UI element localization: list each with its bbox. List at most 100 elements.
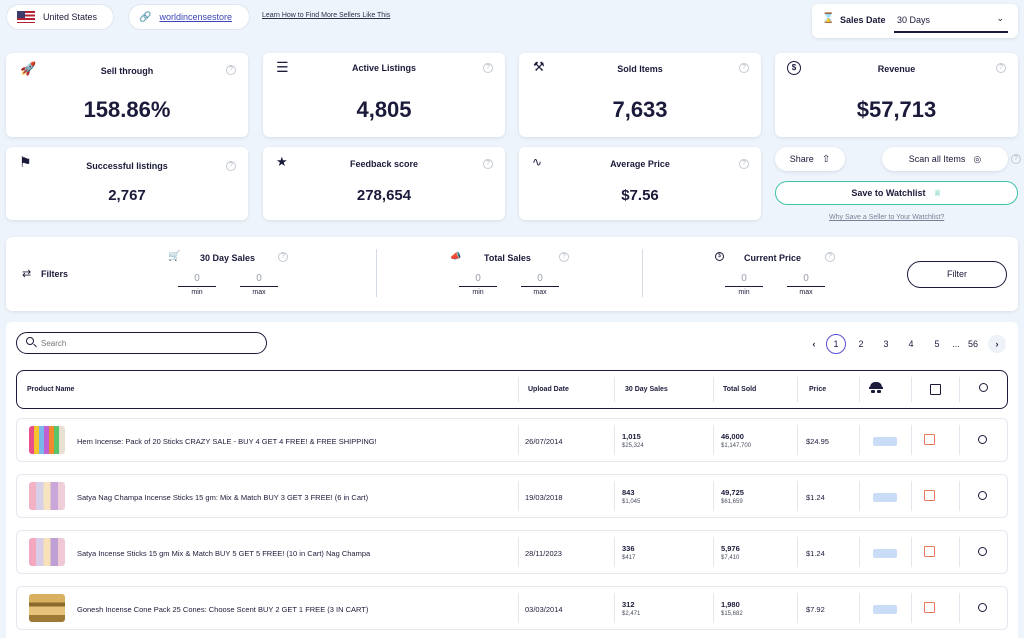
page-56-button[interactable]: 56: [967, 339, 978, 349]
thirty-day-sales: 843 $1,045: [622, 488, 641, 505]
package-icon[interactable]: [924, 490, 935, 501]
product-name[interactable]: Satya Nag Champa Incense Sticks 15 gm: M…: [77, 493, 369, 502]
successful-listings-card: ⚑ Successful listings ? 2,767: [6, 147, 248, 220]
sold-items-title: Sold Items: [617, 64, 663, 74]
price: $1.24: [806, 549, 825, 558]
thirty-day-sales: 336 $417: [622, 544, 636, 561]
competitor-bar[interactable]: [873, 605, 897, 614]
help-icon[interactable]: ?: [226, 161, 236, 171]
total-sold: 46,000 $1,147,700: [721, 432, 752, 449]
upload-date: 03/03/2014: [525, 605, 563, 614]
help-icon[interactable]: ?: [483, 159, 493, 169]
thirty-day-sales: 312 $2,471: [622, 600, 641, 617]
total-sales-max-input[interactable]: 0 max: [521, 273, 559, 296]
col-product-name[interactable]: Product Name: [27, 386, 75, 393]
country-selector[interactable]: United States: [6, 4, 114, 30]
total-sold: 1,980 $15,682: [721, 600, 743, 617]
total-sales-filter-title: Total Sales: [484, 253, 531, 263]
share-button[interactable]: Share ⇧: [775, 147, 845, 171]
active-listings-title: Active Listings: [351, 63, 416, 73]
table-row[interactable]: Satya Incense Sticks 15 gm Mix & Match B…: [16, 530, 1008, 574]
search-detail-icon[interactable]: [978, 547, 987, 556]
average-price-value: $7.56: [621, 187, 659, 204]
help-icon[interactable]: ?: [226, 65, 236, 75]
current-price-min-input[interactable]: 0 min: [725, 273, 763, 296]
page-3-button[interactable]: 3: [883, 339, 889, 349]
thirty-day-sales-max-input[interactable]: 0 max: [240, 273, 278, 296]
sell-through-value: 158.86%: [83, 97, 171, 122]
upload-date: 28/11/2023: [525, 549, 562, 558]
product-thumbnail: [29, 538, 65, 566]
package-icon[interactable]: [924, 434, 935, 445]
seller-link-pill[interactable]: 🔗 worldincensestore: [128, 4, 250, 30]
product-thumbnail: [29, 426, 65, 454]
dollar-circle-icon: $: [787, 61, 801, 75]
why-save-link[interactable]: Why Save a Seller to Your Watchlist?: [829, 214, 945, 221]
search-detail-icon[interactable]: [978, 603, 987, 612]
help-icon[interactable]: ?: [1011, 154, 1021, 164]
upload-date: 19/03/2018: [525, 493, 563, 502]
table-row[interactable]: Gonesh Incense Cone Pack 25 Cones: Choos…: [16, 586, 1008, 630]
page-5-button[interactable]: 5: [934, 339, 940, 349]
share-button-label: Share: [789, 154, 814, 164]
search-detail-icon[interactable]: [978, 491, 987, 500]
scan-all-items-button[interactable]: Scan all Items ◎: [882, 147, 1008, 171]
help-icon[interactable]: ?: [739, 159, 749, 169]
col-30-day-sales[interactable]: 30 Day Sales: [625, 386, 668, 393]
competitor-bar[interactable]: [873, 437, 897, 446]
table-row[interactable]: Hem Incense: Pack of 20 Sticks CRAZY SAL…: [16, 418, 1008, 462]
filter-button[interactable]: Filter: [907, 261, 1007, 288]
gavel-icon: ⚒: [533, 59, 545, 74]
package-icon[interactable]: [924, 546, 935, 557]
seller-name-link[interactable]: worldincensestore: [159, 12, 232, 22]
sold-items-card: ⚒ Sold Items ? 7,633: [519, 53, 761, 137]
package-icon[interactable]: [924, 602, 935, 613]
save-to-watchlist-button[interactable]: Save to Watchlist ♕: [775, 181, 1018, 205]
product-name[interactable]: Satya Incense Sticks 15 gm Mix & Match B…: [77, 549, 371, 558]
help-icon[interactable]: ?: [739, 63, 749, 73]
prev-page-icon[interactable]: ‹: [812, 339, 816, 349]
next-page-icon[interactable]: ›: [988, 335, 1006, 353]
page-1-button[interactable]: 1: [826, 334, 846, 354]
competitor-bar[interactable]: [873, 493, 897, 502]
current-price-filter-title: Current Price: [744, 253, 802, 263]
search-input[interactable]: [41, 336, 256, 350]
col-price[interactable]: Price: [809, 386, 827, 393]
us-flag-icon: [17, 11, 35, 23]
hourglass-icon: ⌛: [822, 13, 835, 24]
price: $24.95: [806, 437, 829, 446]
col-upload-date[interactable]: Upload Date: [528, 386, 569, 393]
thirty-day-sales: 1,015 $25,324: [622, 432, 644, 449]
average-price-card: ∿ Average Price ? $7.56: [519, 147, 761, 220]
sales-date-value[interactable]: 30 Days: [897, 15, 931, 25]
help-icon[interactable]: ?: [278, 252, 288, 262]
page-2-button[interactable]: 2: [858, 339, 864, 349]
search-detail-icon[interactable]: [978, 435, 987, 444]
learn-more-link[interactable]: Learn How to Find More Sellers Like This: [262, 12, 391, 19]
star-icon: ★: [276, 154, 288, 169]
spy-icon: [869, 382, 883, 395]
competitor-bar[interactable]: [873, 549, 897, 558]
box-icon: [930, 384, 941, 395]
help-icon[interactable]: ?: [825, 252, 835, 262]
table-row[interactable]: Satya Nag Champa Incense Sticks 15 gm: M…: [16, 474, 1008, 518]
search-icon: [26, 337, 34, 345]
revenue-card: $ Revenue ? $57,713: [775, 53, 1018, 137]
search-box[interactable]: [16, 332, 267, 354]
current-price-max-input[interactable]: 0 max: [787, 273, 825, 296]
table-header: Product Name Upload Date 30 Day Sales To…: [16, 370, 1008, 409]
successful-listings-value: 2,767: [108, 187, 146, 204]
help-icon[interactable]: ?: [996, 63, 1006, 73]
sales-date-selector[interactable]: ⌛ Sales Date 30 Days ⌄: [812, 4, 1018, 38]
product-name[interactable]: Hem Incense: Pack of 20 Sticks CRAZY SAL…: [77, 437, 377, 446]
help-icon[interactable]: ?: [559, 252, 569, 262]
product-name[interactable]: Gonesh Incense Cone Pack 25 Cones: Choos…: [77, 605, 369, 614]
thirty-day-sales-min-input[interactable]: 0 min: [178, 273, 216, 296]
total-sales-min-input[interactable]: 0 min: [459, 273, 497, 296]
flag-icon: ⚑: [19, 154, 32, 170]
help-icon[interactable]: ?: [483, 63, 493, 73]
page-4-button[interactable]: 4: [908, 339, 914, 349]
col-total-sold[interactable]: Total Sold: [723, 386, 757, 393]
country-label: United States: [43, 12, 98, 22]
feedback-score-title: Feedback score: [349, 159, 419, 169]
